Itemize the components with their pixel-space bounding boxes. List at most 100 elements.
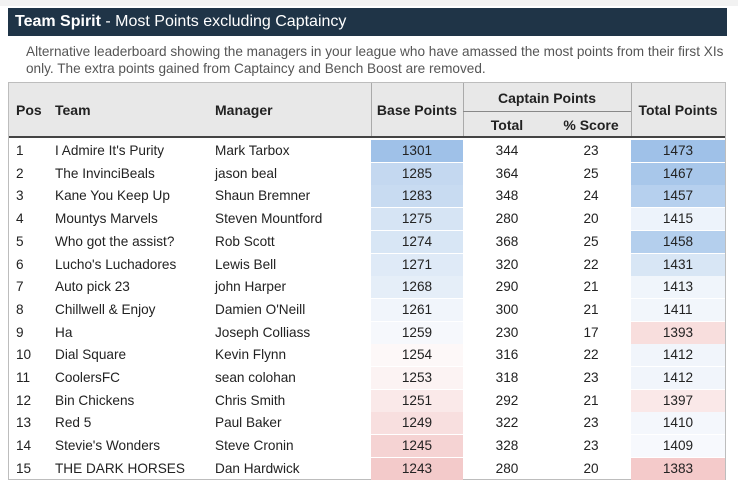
pct-score-cell: 25 <box>583 165 599 181</box>
table-row[interactable]: 8 Chillwell & Enjoy Damien O'Neill 1261 300 2… <box>9 298 725 322</box>
page-title-bold: Team Spirit <box>15 13 101 30</box>
header-base-points[interactable]: Base Points <box>376 102 458 118</box>
pos-cell: 5 <box>16 233 24 249</box>
total-points-cell: 1383 <box>631 457 725 480</box>
manager-cell: Joseph Colliass <box>215 324 311 340</box>
captain-total-cell: 292 <box>495 392 519 408</box>
team-cell: Ha <box>55 324 73 340</box>
total-points-cell: 1412 <box>631 367 725 389</box>
captain-total-cell: 280 <box>495 211 519 227</box>
table-row[interactable]: 11 CoolersFC sean colohan 1253 318 23 1412 <box>9 367 725 390</box>
base-points-cell: 1259 <box>371 321 463 344</box>
team-cell: Kane You Keep Up <box>55 188 170 204</box>
header-captain-points: Captain Points <box>497 90 596 106</box>
page-title-rest: - Most Points excluding Captaincy <box>100 13 347 30</box>
header-pos[interactable]: Pos <box>16 102 42 118</box>
table-row[interactable]: 14 Stevie's Wonders Steve Cronin 1245 328 23 1… <box>9 435 725 458</box>
pos-cell: 7 <box>16 279 24 295</box>
top-strip <box>0 0 738 6</box>
table-row[interactable]: 9 Ha Joseph Colliass 1259 230 17 1393 <box>9 321 725 345</box>
pct-score-cell: 22 <box>583 347 599 363</box>
base-points-cell: 1285 <box>371 162 463 185</box>
pct-score-cell: 23 <box>583 370 599 385</box>
captain-total-cell: 290 <box>495 279 519 295</box>
captain-total-cell: 348 <box>495 188 519 204</box>
manager-cell: Dan Hardwick <box>215 460 300 476</box>
captain-total-cell: 300 <box>495 301 519 317</box>
captain-total-cell: 280 <box>495 460 519 476</box>
table-row[interactable]: 2 The InvinciBeals jason beal 1285 364 25 1467 <box>9 162 725 186</box>
table-row[interactable]: 15 THE DARK HORSES Dan Hardwick 1243 280 20 13… <box>9 457 725 481</box>
base-points-cell: 1274 <box>371 230 463 253</box>
pct-score-cell: 20 <box>583 460 599 476</box>
pos-cell: 10 <box>16 347 32 363</box>
page-title-bar: Team Spirit - Most Points excluding Capt… <box>8 8 727 36</box>
manager-cell: john Harper <box>215 279 287 295</box>
manager-cell: Steve Cronin <box>215 438 294 454</box>
team-cell: CoolersFC <box>55 370 120 385</box>
manager-cell: Kevin Flynn <box>215 347 287 363</box>
captain-points-underline <box>463 111 631 112</box>
team-cell: Auto pick 23 <box>55 279 130 295</box>
base-points-cell: 1271 <box>371 253 463 276</box>
table-row[interactable]: 12 Bin Chickens Chris Smith 1251 292 21 1397 <box>9 389 725 413</box>
team-cell: Who got the assist? <box>55 233 175 249</box>
team-cell: The InvinciBeals <box>55 165 155 181</box>
table-row[interactable]: 7 Auto pick 23 john Harper 1268 290 21 1413 <box>9 276 725 299</box>
table-row[interactable]: 5 Who got the assist? Rob Scott 1274 368 25 14… <box>9 230 725 254</box>
pct-score-cell: 21 <box>583 301 599 317</box>
total-points-cell: 1467 <box>631 162 725 185</box>
pct-score-cell: 21 <box>583 392 599 408</box>
total-points-cell: 1412 <box>631 344 725 367</box>
header-total-points[interactable]: Total Points <box>638 102 718 118</box>
total-points-cell: 1431 <box>631 253 725 276</box>
base-points-cell: 1261 <box>371 298 463 321</box>
total-points-cell: 1415 <box>631 208 725 231</box>
base-points-cell: 1254 <box>371 344 463 367</box>
table-row[interactable]: 1 I Admire It's Purity Mark Tarbox 1301 344 2… <box>9 140 725 163</box>
pct-score-cell: 17 <box>583 324 599 340</box>
captain-total-cell: 328 <box>495 438 519 454</box>
total-points-cell: 1397 <box>631 389 725 412</box>
base-points-cell: 1275 <box>371 208 463 231</box>
header-pct-score[interactable]: % Score <box>563 117 619 133</box>
pos-cell: 13 <box>16 415 32 431</box>
table-row[interactable]: 13 Red 5 Paul Baker 1249 322 23 1410 <box>9 412 725 435</box>
table-row[interactable]: 4 Mountys Marvels Steven Mountford 1275 280 2… <box>9 208 725 231</box>
leaderboard-table: Pos Team Manager Base Points Captain Poi… <box>8 82 726 480</box>
manager-cell: Paul Baker <box>215 415 282 431</box>
total-points-cell: 1410 <box>631 412 725 435</box>
total-points-cell: 1413 <box>631 276 725 299</box>
header-manager[interactable]: Manager <box>215 102 273 118</box>
pos-cell: 3 <box>16 188 24 204</box>
table-header: Pos Team Manager Base Points Captain Poi… <box>9 83 725 138</box>
captain-total-cell: 322 <box>495 415 519 431</box>
total-points-cell: 1458 <box>631 230 725 253</box>
manager-cell: Shaun Bremner <box>215 188 311 204</box>
header-divider <box>631 83 632 136</box>
pos-cell: 2 <box>16 165 24 181</box>
pct-score-cell: 23 <box>583 143 599 158</box>
base-points-cell: 1283 <box>371 185 463 208</box>
base-points-cell: 1245 <box>371 435 463 458</box>
pct-score-cell: 21 <box>583 279 599 295</box>
pos-cell: 12 <box>16 392 32 408</box>
pos-cell: 11 <box>16 370 31 385</box>
pct-score-cell: 20 <box>583 211 599 227</box>
pct-score-cell: 23 <box>583 438 599 454</box>
header-captain-total[interactable]: Total <box>490 117 524 133</box>
captain-total-cell: 344 <box>495 143 519 158</box>
header-divider <box>371 83 372 136</box>
captain-total-cell: 230 <box>495 324 519 340</box>
team-cell: Lucho's Luchadores <box>55 256 177 272</box>
header-team[interactable]: Team <box>55 102 91 118</box>
total-points-cell: 1411 <box>631 298 725 321</box>
manager-cell: Rob Scott <box>215 233 275 249</box>
team-cell: Stevie's Wonders <box>55 438 161 454</box>
table-row[interactable]: 10 Dial Square Kevin Flynn 1254 316 22 1412 <box>9 344 725 367</box>
table-row[interactable]: 6 Lucho's Luchadores Lewis Bell 1271 320 22 14… <box>9 253 725 277</box>
base-points-cell: 1253 <box>371 367 463 389</box>
table-row[interactable]: 3 Kane You Keep Up Shaun Bremner 1283 348 24 1… <box>9 185 725 208</box>
team-cell: THE DARK HORSES <box>55 460 185 476</box>
team-cell: I Admire It's Purity <box>55 143 165 158</box>
